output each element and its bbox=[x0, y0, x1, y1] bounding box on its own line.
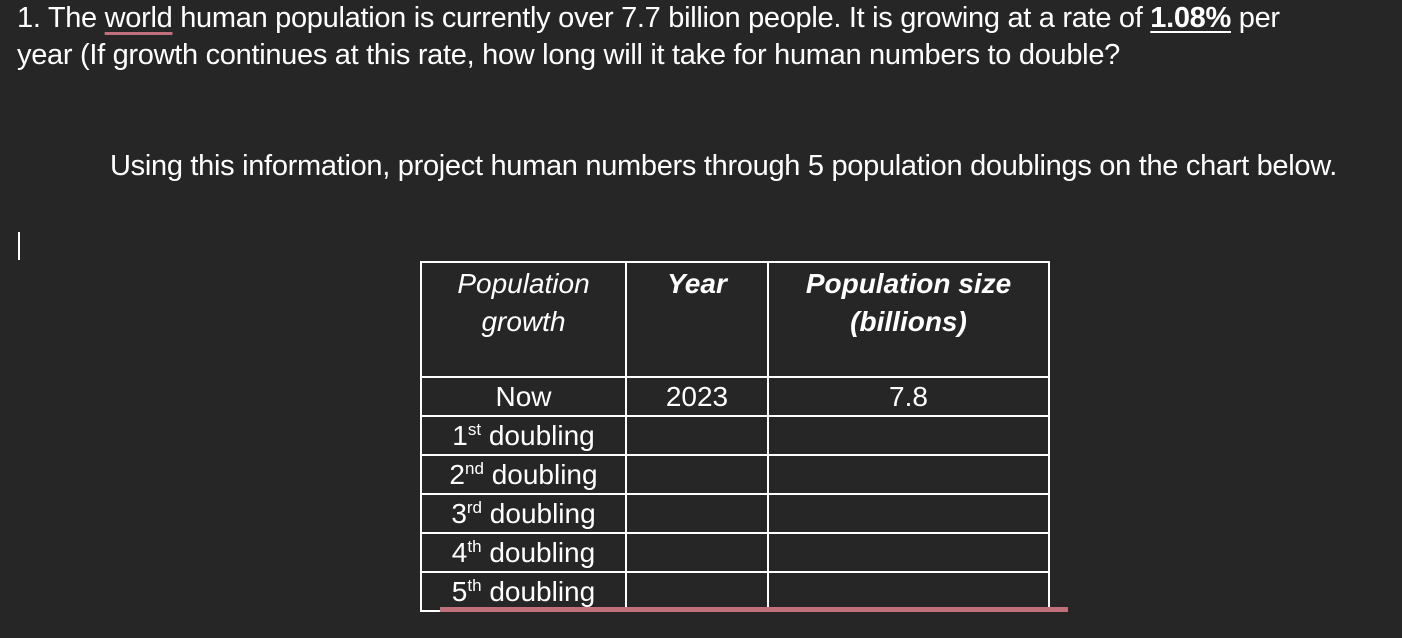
header-text: Population size (billions) bbox=[805, 268, 1012, 337]
rate: 1.08% bbox=[1150, 2, 1231, 34]
cell: 3rd doubling bbox=[420, 493, 627, 534]
text: doubling bbox=[491, 458, 598, 490]
header-text: Population growth bbox=[457, 268, 590, 337]
ordinal-suffix: st bbox=[467, 419, 482, 439]
ordinal: 5 bbox=[451, 575, 468, 607]
cell: 4th doubling bbox=[420, 532, 627, 573]
text: per year (If growth continues at this ra… bbox=[17, 2, 1280, 71]
ordinal: 4 bbox=[451, 536, 468, 568]
ordinal: 2 bbox=[449, 458, 465, 490]
cell: 7.8 bbox=[767, 376, 1050, 417]
text: doubling bbox=[488, 419, 595, 451]
ordinal-suffix: nd bbox=[465, 458, 484, 478]
cell bbox=[625, 454, 769, 495]
cell bbox=[625, 571, 769, 612]
text: world bbox=[104, 2, 173, 34]
cell: Now bbox=[420, 376, 627, 417]
cell: 5th doubling bbox=[420, 571, 627, 612]
cell: 2nd doubling bbox=[420, 454, 627, 495]
cell bbox=[767, 415, 1050, 456]
cell bbox=[625, 493, 769, 534]
cell bbox=[767, 532, 1050, 573]
text-cursor bbox=[18, 232, 20, 260]
cell bbox=[767, 454, 1050, 495]
question: 1. The world human population is current… bbox=[17, 0, 1337, 74]
text: doubling bbox=[489, 536, 596, 568]
cell bbox=[625, 532, 769, 573]
row: Now 2023 7.8 bbox=[420, 376, 1050, 417]
header-cell: Population growth bbox=[420, 261, 627, 378]
row: 1st doubling bbox=[420, 415, 1050, 456]
header-row: Population growth Year Population size (… bbox=[420, 261, 1050, 378]
text: doubling bbox=[489, 575, 596, 607]
cell: 2023 bbox=[625, 376, 769, 417]
row: 2nd doubling bbox=[420, 454, 1050, 495]
ordinal-suffix: rd bbox=[466, 497, 483, 517]
row: 3rd doubling bbox=[420, 493, 1050, 534]
header-cell: Year bbox=[625, 261, 769, 378]
table: Population growth Year Population size (… bbox=[420, 261, 1050, 612]
row: 5th doubling bbox=[420, 571, 1050, 612]
ordinal-suffix: th bbox=[467, 536, 482, 556]
cell bbox=[625, 415, 769, 456]
text: 1. The bbox=[17, 2, 105, 34]
row: 4th doubling bbox=[420, 532, 1050, 573]
header-cell: Population size (billions) bbox=[767, 261, 1050, 378]
instruction: Using this information, project human nu… bbox=[110, 150, 1338, 182]
cell bbox=[767, 493, 1050, 534]
cell bbox=[767, 571, 1050, 612]
ordinal: 3 bbox=[451, 497, 467, 529]
ordinal: 1 bbox=[452, 419, 468, 451]
spell-underline bbox=[440, 607, 1068, 612]
ordinal-suffix: th bbox=[467, 575, 482, 595]
cell: 1st doubling bbox=[420, 415, 627, 456]
text: human population is currently over 7.7 b… bbox=[172, 2, 1151, 34]
text: doubling bbox=[489, 497, 596, 529]
